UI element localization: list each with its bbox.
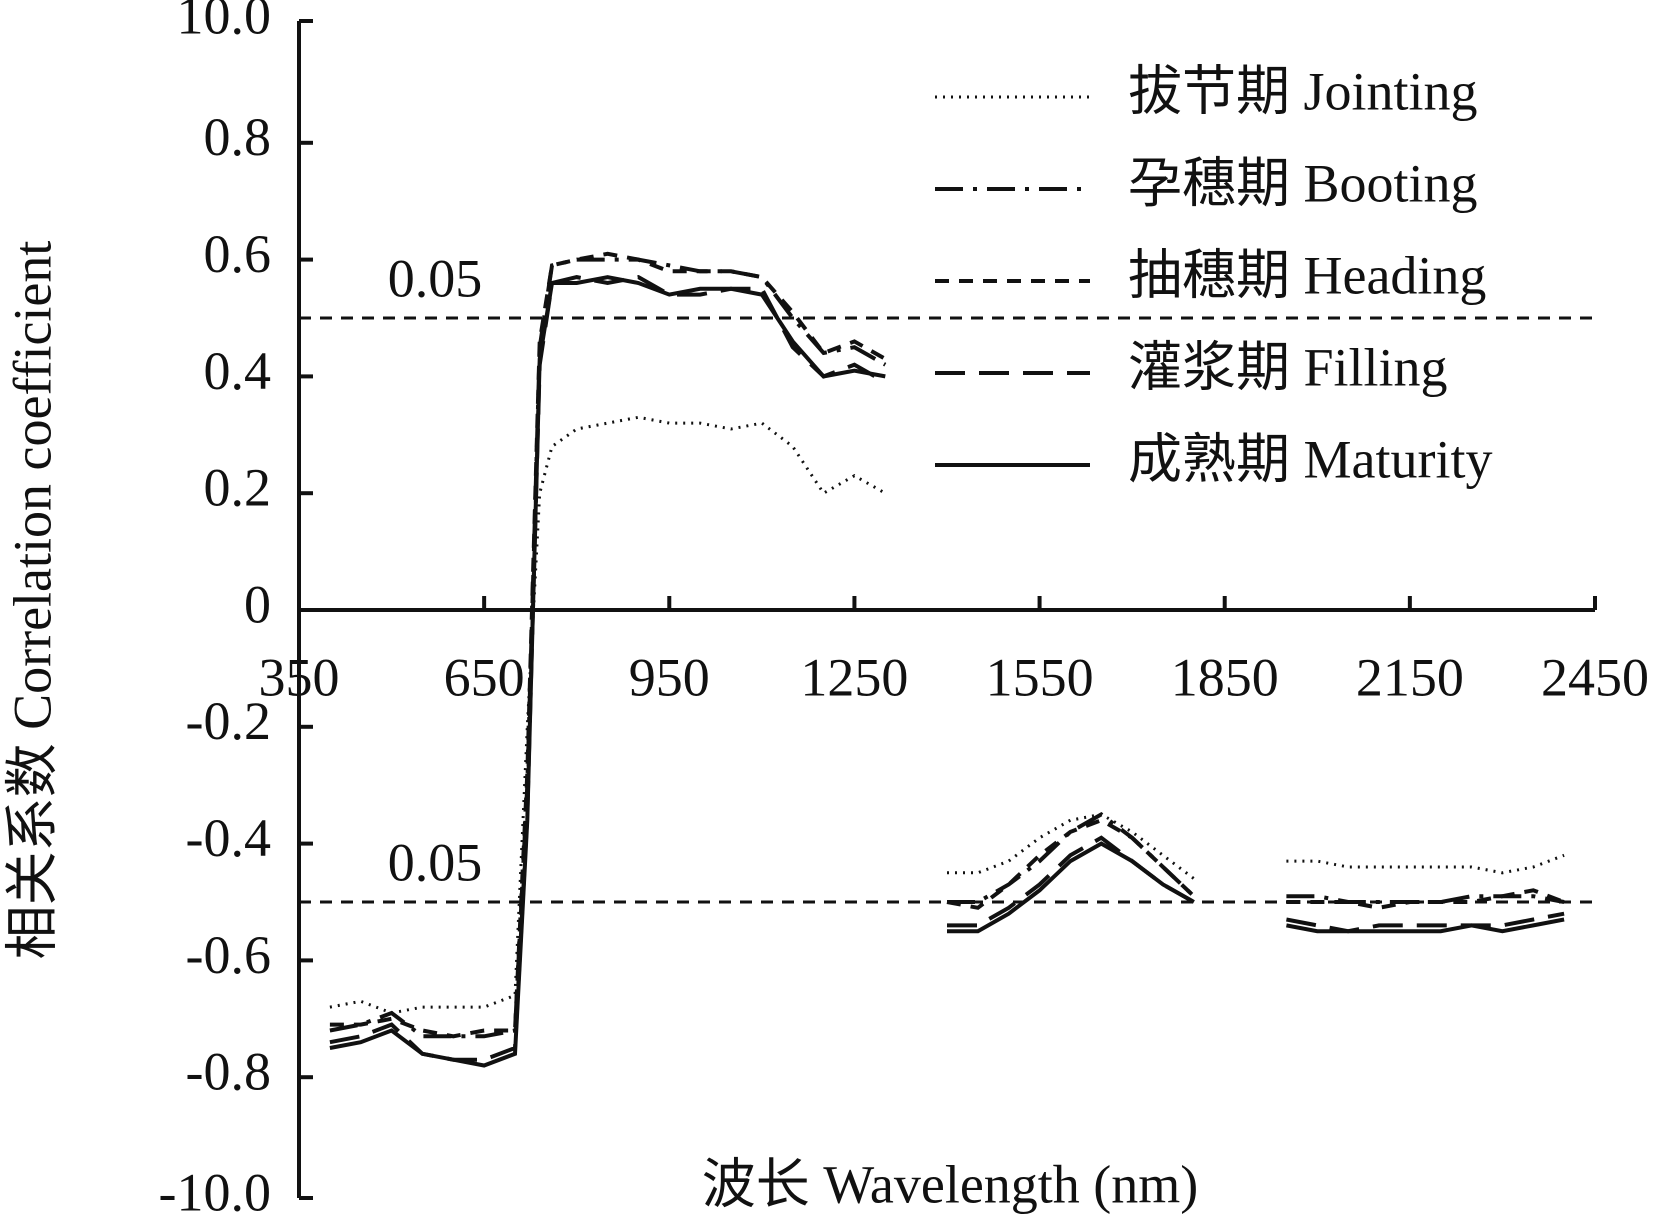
series-line xyxy=(329,251,1565,1039)
y-tick-label: -0.2 xyxy=(186,691,271,751)
x-tick-label: 1850 xyxy=(1171,647,1279,707)
y-tick-label: -0.8 xyxy=(186,1042,271,1102)
y-tick-label: 0.4 xyxy=(204,341,272,401)
y-tick-label: 10.0 xyxy=(177,0,272,45)
series-line xyxy=(329,275,1565,1068)
x-tick-label: 1550 xyxy=(986,647,1094,707)
legend-label: 灌浆期 Filling xyxy=(1128,337,1448,397)
y-tick-label: 0.2 xyxy=(204,458,272,518)
legend-label: 拔节期 Jointing xyxy=(1128,61,1478,121)
y-tick-label: -0.6 xyxy=(186,925,271,985)
x-tick-label: 350 xyxy=(259,647,340,707)
legend-label: 成熟期 Maturity xyxy=(1128,429,1492,489)
y-tick-label: 0.6 xyxy=(204,224,272,284)
x-tick-label: 650 xyxy=(444,647,525,707)
x-tick-label: 1250 xyxy=(800,647,908,707)
y-tick-label: -0.4 xyxy=(186,808,271,868)
x-tick-label: 2450 xyxy=(1541,647,1649,707)
series-line xyxy=(329,415,1565,1015)
x-tick-label: 950 xyxy=(629,647,710,707)
reference-label: 0.05 xyxy=(388,248,483,308)
y-tick-label: 0 xyxy=(244,574,271,634)
series-line xyxy=(329,257,1565,1039)
x-axis-title: 波长 Wavelength (nm) xyxy=(702,1154,1199,1214)
legend-label: 抽穗期 Heading xyxy=(1128,245,1486,305)
legend-label: 孕穗期 Booting xyxy=(1128,153,1478,213)
x-tick-label: 2150 xyxy=(1356,647,1464,707)
reference-label: 0.05 xyxy=(388,832,483,892)
y-tick-label: -10.0 xyxy=(159,1162,271,1217)
y-tick-label: 0.8 xyxy=(204,107,272,167)
y-axis-title: 相关系数 Correlation coefficient xyxy=(2,241,62,960)
